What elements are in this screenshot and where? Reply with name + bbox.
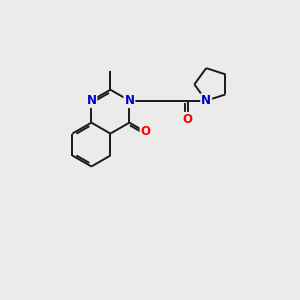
Text: N: N: [124, 94, 134, 107]
Text: O: O: [182, 113, 193, 126]
Text: O: O: [140, 125, 151, 139]
Text: N: N: [201, 94, 211, 107]
Text: N: N: [86, 94, 96, 107]
